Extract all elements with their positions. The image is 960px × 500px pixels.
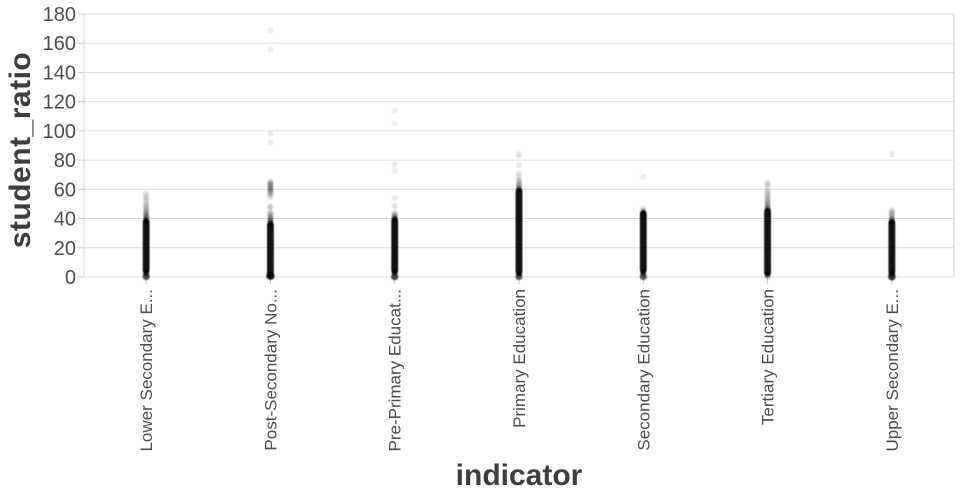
y-tick-label: 120 [43,92,76,114]
data-point [267,139,274,146]
y-tick-label: 160 [43,33,76,55]
y-tick-label: 60 [54,179,76,201]
data-point [267,220,274,227]
data-point [391,107,398,114]
y-axis-title: student_ratio [4,51,37,249]
zero-data-point [391,272,399,281]
y-tick-label: 20 [54,238,76,260]
data-point [267,203,274,210]
zero-data-point [515,272,523,281]
data-point [764,273,771,280]
data-point [888,218,895,225]
data-point [267,130,274,137]
zero-data-point [142,272,150,281]
y-tick-label: 180 [43,4,76,26]
y-tick-label: 140 [43,62,76,84]
data-point [143,218,150,225]
x-tick-label: Pre-Primary Educat... [386,289,405,452]
y-tick-label: 0 [65,267,76,289]
data-point [515,162,523,169]
x-tick-labels: Lower Secondary E... Post-Secondary No...… [137,289,902,452]
data-point [391,120,398,127]
data-point [267,194,274,201]
strip-3 [515,151,523,281]
data-point [764,205,771,213]
strip-6 [887,151,896,281]
data-point [391,161,398,168]
x-tick-label: Lower Secondary E... [137,289,156,452]
data-point [640,173,647,181]
data-point [391,203,398,210]
y-tick-label: 80 [54,150,76,172]
x-axis-title: indicator [455,459,583,492]
x-tick-label: Primary Education [510,289,529,428]
zero-data-point [266,271,275,281]
y-tick-label: 40 [54,209,76,231]
data-point [267,46,274,53]
y-tick-labels: 0 20 40 60 80 100 120 140 160 180 [43,4,76,289]
strip-2 [391,107,399,281]
x-tick-label: Secondary Education [634,289,653,451]
x-tick-label: Upper Secondary E... [883,289,902,452]
strip-5 [764,179,771,280]
data-point [515,186,523,194]
data-point [391,195,398,202]
x-tick-label: Post-Secondary No... [261,289,280,451]
zero-data-point [639,272,647,281]
data-point [640,209,647,216]
data-point [267,26,274,34]
data-point [515,153,523,160]
data-points-layer [142,26,896,281]
data-point [888,151,895,158]
grid-layer [84,13,954,278]
axis-spines [83,14,955,277]
strip-4 [639,173,647,281]
data-point [391,215,398,222]
data-point [391,167,398,175]
y-tick-label: 100 [43,121,76,143]
strip-1 [266,26,275,281]
zero-data-point [887,272,896,281]
strip-0 [142,190,150,281]
x-tick-label: Tertiary Education [759,289,778,425]
